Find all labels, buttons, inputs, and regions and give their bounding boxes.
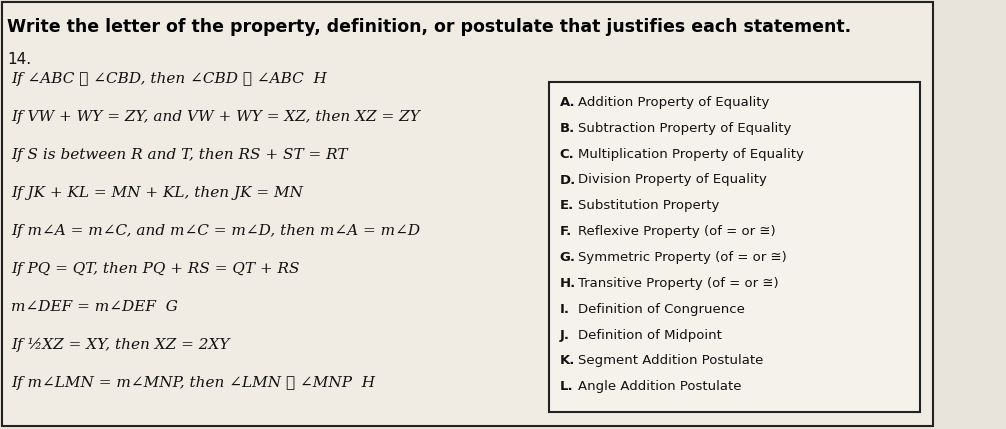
Text: L.: L.	[559, 380, 573, 393]
Text: 14.: 14.	[7, 52, 31, 67]
Text: E.: E.	[559, 199, 574, 212]
Text: J.: J.	[559, 329, 569, 341]
Text: A.: A.	[559, 96, 575, 109]
Text: Write the letter of the property, definition, or postulate that justifies each s: Write the letter of the property, defini…	[7, 18, 851, 36]
Text: If S is between R and T, then RS + ST = RT: If S is between R and T, then RS + ST = …	[11, 148, 348, 162]
Text: C.: C.	[559, 148, 574, 161]
Text: m∠DEF = m∠DEF  G: m∠DEF = m∠DEF G	[11, 300, 178, 314]
Text: B.: B.	[559, 122, 575, 135]
Text: I.: I.	[559, 303, 569, 316]
Text: If ∠ABC ≅ ∠CBD, then ∠CBD ≅ ∠ABC  H: If ∠ABC ≅ ∠CBD, then ∠CBD ≅ ∠ABC H	[11, 72, 327, 86]
Text: If m∠A = m∠C, and m∠C = m∠D, then m∠A = m∠D: If m∠A = m∠C, and m∠C = m∠D, then m∠A = …	[11, 224, 421, 238]
Text: H.: H.	[559, 277, 576, 290]
Text: If VW + WY = ZY, and VW + WY = XZ, then XZ = ZY: If VW + WY = ZY, and VW + WY = XZ, then …	[11, 110, 421, 124]
Text: Segment Addition Postulate: Segment Addition Postulate	[578, 354, 764, 367]
Text: Subtraction Property of Equality: Subtraction Property of Equality	[578, 122, 792, 135]
Text: Transitive Property (of = or ≅): Transitive Property (of = or ≅)	[578, 277, 779, 290]
Text: Substitution Property: Substitution Property	[578, 199, 719, 212]
Text: If m∠LMN = m∠MNP, then ∠LMN ≅ ∠MNP  H: If m∠LMN = m∠MNP, then ∠LMN ≅ ∠MNP H	[11, 376, 375, 390]
Text: Definition of Midpoint: Definition of Midpoint	[578, 329, 722, 341]
Text: Addition Property of Equality: Addition Property of Equality	[578, 96, 770, 109]
Text: F.: F.	[559, 225, 572, 238]
Text: If JK + KL = MN + KL, then JK = MN: If JK + KL = MN + KL, then JK = MN	[11, 186, 303, 200]
Text: Multiplication Property of Equality: Multiplication Property of Equality	[578, 148, 804, 161]
Text: Division Property of Equality: Division Property of Equality	[578, 173, 768, 187]
Text: Angle Addition Postulate: Angle Addition Postulate	[578, 380, 741, 393]
Text: Reflexive Property (of = or ≅): Reflexive Property (of = or ≅)	[578, 225, 776, 238]
Text: Symmetric Property (of = or ≅): Symmetric Property (of = or ≅)	[578, 251, 787, 264]
FancyBboxPatch shape	[2, 2, 934, 426]
Text: Definition of Congruence: Definition of Congruence	[578, 303, 745, 316]
FancyBboxPatch shape	[548, 82, 920, 412]
Text: G.: G.	[559, 251, 575, 264]
Text: If PQ = QT, then PQ + RS = QT + RS: If PQ = QT, then PQ + RS = QT + RS	[11, 262, 300, 276]
Text: If ½XZ = XY, then XZ = 2XY: If ½XZ = XY, then XZ = 2XY	[11, 338, 229, 352]
Text: K.: K.	[559, 354, 575, 367]
Text: D.: D.	[559, 173, 576, 187]
